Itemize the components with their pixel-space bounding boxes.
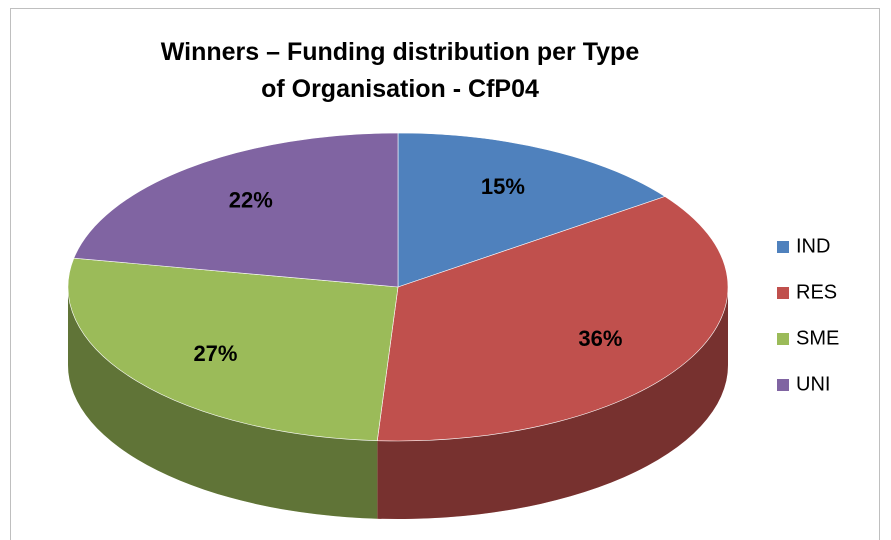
chart-frame — [10, 8, 880, 540]
slice — [67, 257, 399, 442]
slice-side — [68, 287, 378, 519]
slice-side — [377, 287, 728, 519]
data-label: 15% — [481, 174, 525, 199]
data-label: 36% — [578, 326, 622, 351]
slice — [73, 132, 399, 288]
legend-label: SME — [796, 327, 839, 349]
data-label: 22% — [229, 187, 273, 212]
slice — [397, 132, 666, 288]
legend-swatch — [777, 241, 789, 253]
legend-label: UNI — [796, 373, 830, 395]
legend-swatch — [777, 287, 789, 299]
legend-swatch — [777, 379, 789, 391]
legend-label: RES — [796, 281, 837, 303]
slice-side-shade — [68, 287, 378, 519]
slice-side-shade — [377, 287, 728, 519]
legend-swatch — [777, 333, 789, 345]
data-label: 27% — [193, 341, 237, 366]
slice — [376, 196, 729, 442]
legend-label: IND — [796, 235, 830, 257]
chart-title: Winners – Funding distribution per Type … — [160, 38, 640, 103]
